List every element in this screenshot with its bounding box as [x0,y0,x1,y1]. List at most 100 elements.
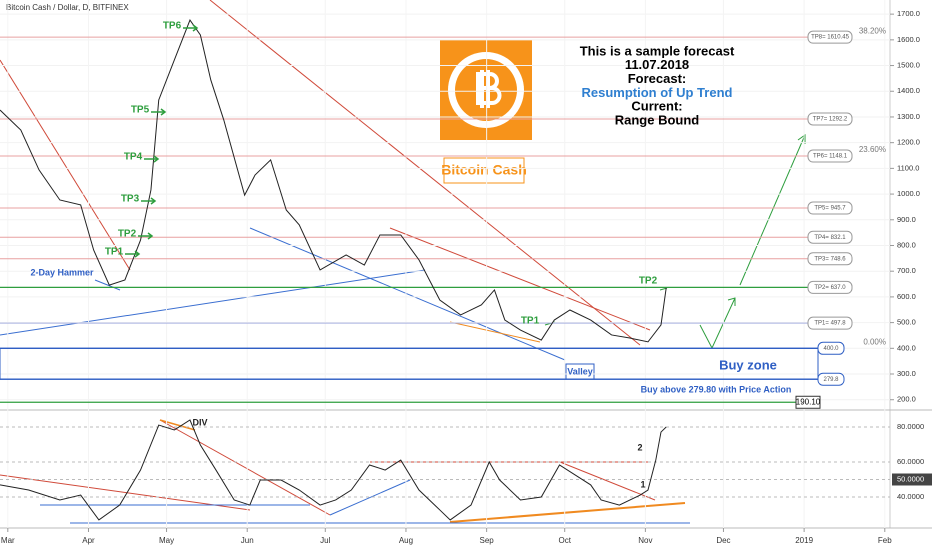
annotation: TP5 [131,105,150,116]
x-tick-label: Aug [399,536,413,545]
y-tick-label: 1400.0 [897,86,920,95]
level-label: TP5= 945.7 [814,206,846,212]
level-tag [807,30,853,44]
level-label: TP4= 832.1 [814,235,846,241]
annotation: Valley [567,366,593,376]
chart-title: Bitcoin Cash / Dollar, D, BITFINEX [6,3,129,12]
hammer-pointer [94,279,121,291]
annotation: TP4 [124,152,143,163]
series-line [0,419,667,521]
x-tick-label: Mar [1,536,15,545]
y-tick-label: 60.0000 [897,457,924,466]
trend-line [249,227,566,361]
fib-label: 38.20% [859,26,886,35]
brand-box [443,157,525,184]
forecast-line: Forecast: [628,71,687,86]
x-tick-label: 2019 [795,536,813,545]
forecast-line: Range Bound [615,112,700,127]
level-label: 190.10 [796,397,821,406]
tp-arrow [125,250,141,258]
x-tick-label: Jul [320,536,330,545]
y-tick-label: 40.0000 [897,492,924,501]
forecast-line: Current: [631,99,682,114]
level-label: TP2= 637.0 [814,285,846,291]
y-tick-label: 1700.0 [897,9,920,18]
level-label: TP6= 1148.1 [813,154,848,160]
level-tag [795,395,821,409]
y-tick-label: 80.0000 [897,422,924,431]
level-tag [807,230,853,244]
annotation: TP6 [163,21,182,32]
series-line [0,18,667,343]
y-tick-label: 1500.0 [897,61,920,70]
tp-arrow [138,232,154,240]
level-label: TP8= 1610.45 [811,35,850,41]
annotation: TP1 [105,247,124,258]
level-tag [807,252,853,266]
annotation: TP2 [118,229,137,240]
tp-arrow [183,24,199,32]
y-tick-label: 1000.0 [897,189,920,198]
y-tick-label: 1600.0 [897,35,920,44]
y-tick-label: 500.0 [897,318,916,327]
level-tag [807,280,853,294]
tp-arrow [144,155,160,163]
trend-line [449,321,541,343]
fib-label: 0.00% [863,337,886,346]
x-tick-label: Oct [558,536,571,545]
level-tag [807,112,853,126]
level-label: 400.0 [823,346,839,352]
trend-line [559,461,656,501]
arrow-head [797,134,806,144]
y-tick-label: 1300.0 [897,112,920,121]
annotation: TP3 [121,194,140,205]
logo-glyph [476,70,502,108]
annotation: TP1 [521,316,540,327]
y-tick-label: 700.0 [897,266,916,275]
y-tick-label: 900.0 [897,215,916,224]
trend-line [0,269,426,336]
x-tick-label: Jun [241,536,254,545]
x-tick-label: Nov [638,536,652,545]
y-tick-label: 50.0000 [897,474,924,483]
brand-label: Bitcoin Cash [441,162,527,178]
y-tick-label: 1100.0 [897,163,919,172]
trend-line [0,59,131,271]
trend-line [0,474,251,511]
annotation: 2 [637,442,642,452]
buy-zone [0,347,819,380]
x-tick-label: Apr [82,536,95,545]
x-tick-label: Sep [480,536,495,545]
level-label: 279.8 [823,377,839,383]
level-tag [807,201,853,215]
forecast-line: This is a sample forecast [580,43,735,58]
annotation: Buy above 279.80 with Price Action [641,384,792,394]
x-tick-label: Dec [716,536,730,545]
forecast-line: Resumption of Up Trend [582,85,733,100]
level-tag [807,316,853,330]
fib-label: 23.60% [859,145,886,154]
annotation: Buy zone [719,357,777,372]
div-line [159,419,196,431]
level-label: TP3= 748.6 [814,256,846,262]
tp-arrow [141,197,157,205]
y-tick-label: 600.0 [897,292,916,301]
tick-highlight [892,473,932,486]
y-tick-label: 1200.0 [897,138,920,147]
arrow-head [727,297,736,306]
level-label: TP7= 1292.2 [813,117,848,123]
y-tick-label: 800.0 [897,240,916,249]
level-label: TP1= 497.8 [814,321,846,327]
annotation: TP2 [639,276,658,287]
level-tag [807,149,853,163]
annotation: 2-Day Hammer [30,267,94,277]
annotation: DIV [192,417,207,427]
trend-line [159,419,331,516]
trend-line [329,479,411,516]
tp-arrow [151,108,167,116]
x-tick-label: Feb [878,536,892,545]
y-tick-label: 400.0 [897,343,916,352]
y-tick-label: 200.0 [897,395,916,404]
forecast-line: 11.07.2018 [625,57,689,72]
